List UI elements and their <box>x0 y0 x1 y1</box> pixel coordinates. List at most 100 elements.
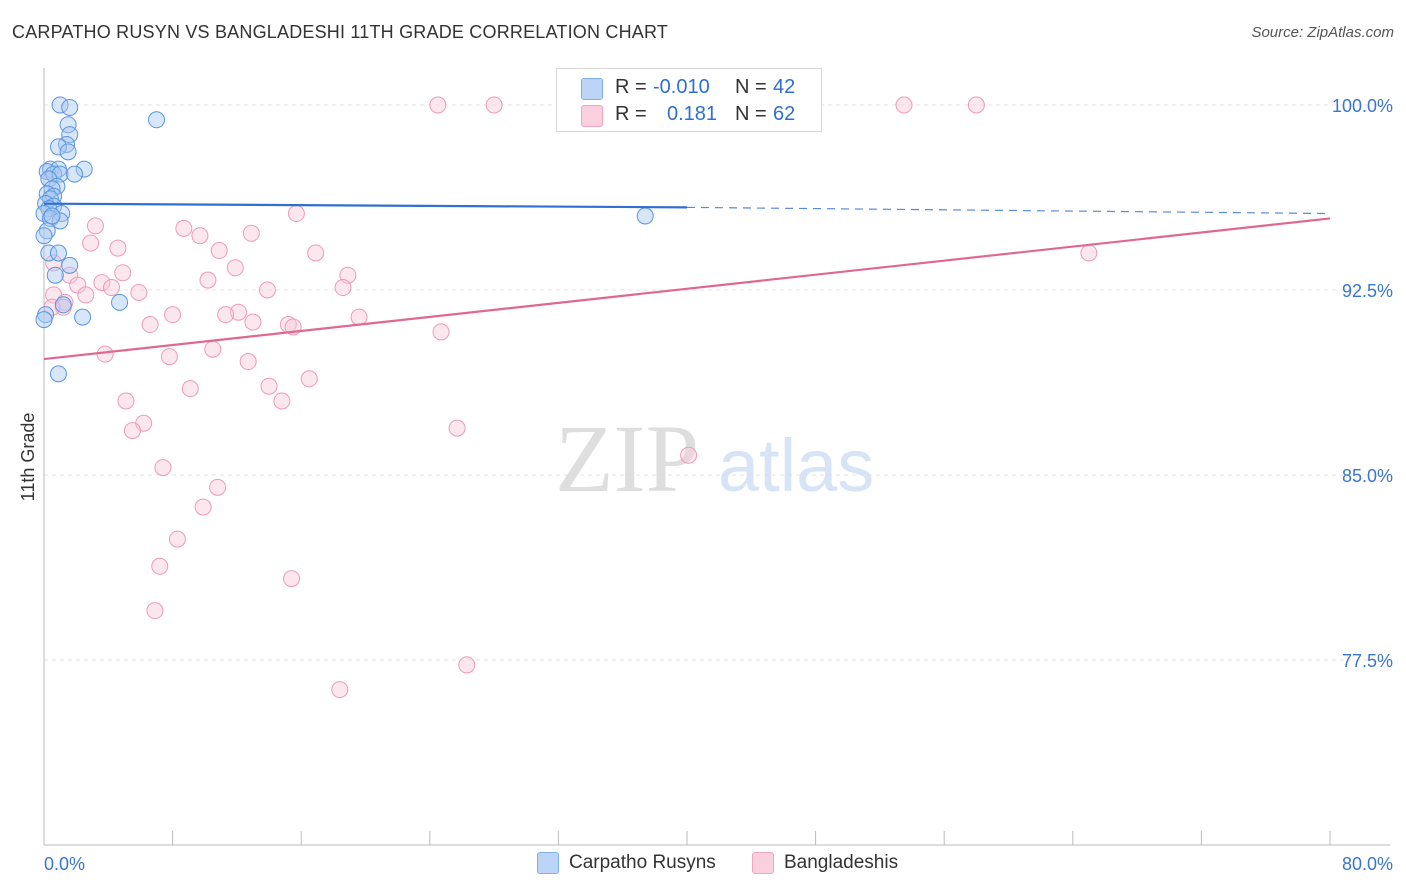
bangladeshi-point <box>168 530 186 548</box>
bangladeshi-point <box>93 274 111 292</box>
bangladeshi-point <box>109 239 127 257</box>
bangladeshi-point <box>191 227 209 245</box>
carpatho-point <box>40 244 58 262</box>
bangladeshi-point <box>103 279 121 297</box>
legend-r-label: R = <box>615 76 647 98</box>
carpatho-trend-extension <box>686 206 1331 215</box>
bangladeshi-point <box>217 306 235 324</box>
legend-n-label: N = <box>735 76 767 98</box>
bangladeshi-trend-line <box>43 217 1331 361</box>
bangladeshi-point <box>287 205 305 223</box>
bangladeshi-point <box>82 234 100 252</box>
bangladeshi-point <box>230 303 248 321</box>
carpatho-point <box>61 256 79 274</box>
bangladeshi-point <box>141 316 159 334</box>
legend-r-label: R = <box>615 103 647 125</box>
carpatho-point <box>46 266 64 284</box>
bangladeshi-point <box>429 96 447 114</box>
bangladeshi-point <box>96 345 114 363</box>
bangladeshi-point <box>680 446 698 464</box>
bangladeshi-point <box>204 340 222 358</box>
stats-legend: R = -0.010 N = 42 R = 0.181 N = 62 <box>556 68 822 132</box>
carpatho-point <box>75 160 93 178</box>
legend-r-value: 0.181 <box>667 103 718 125</box>
bangladeshi-point <box>258 281 276 299</box>
bangladeshi-point <box>146 602 164 620</box>
bottom-legend-swatch-pink <box>752 852 774 874</box>
watermark-atlas: atlas <box>718 424 874 507</box>
carpatho-point <box>51 96 69 114</box>
bottom-legend-label: Carpatho Rusyns <box>569 852 716 873</box>
x-tick-label-max: 80.0% <box>1342 854 1393 874</box>
carpatho-point <box>111 293 129 311</box>
carpatho-point <box>636 207 654 225</box>
carpatho-point <box>51 212 69 230</box>
carpatho-point <box>49 365 67 383</box>
bangladeshi-point <box>307 244 325 262</box>
source-label: Source: ZipAtlas.com <box>1251 24 1394 41</box>
bangladeshi-point <box>123 422 141 440</box>
bottom-legend-label: Bangladeshis <box>784 852 899 873</box>
carpatho-point <box>35 311 53 329</box>
carpatho-point <box>61 98 79 116</box>
bangladeshi-point <box>432 323 450 341</box>
x-tick-label-min: 0.0% <box>44 854 85 874</box>
bangladeshi-point <box>458 656 476 674</box>
chart-title: CARPATHO RUSYN VS BANGLADESHI 11TH GRADE… <box>12 22 669 42</box>
axes: 77.5% 85.0% 92.5% 100.0% <box>43 68 1393 846</box>
bangladeshi-point <box>300 370 318 388</box>
bangladeshi-point <box>1080 244 1098 262</box>
bangladeshi-point <box>86 217 104 235</box>
y-tick-label: 77.5% <box>1342 651 1393 671</box>
bangladeshi-point <box>485 96 503 114</box>
bangladeshi-point <box>164 306 182 324</box>
carpatho-point <box>59 143 77 161</box>
legend-n-label: N = <box>735 103 767 125</box>
bangladeshi-point <box>273 392 291 410</box>
bangladeshi-point <box>350 308 368 326</box>
bangladeshi-point <box>117 392 135 410</box>
carpatho-point <box>74 308 92 326</box>
bangladeshi-point <box>199 271 217 289</box>
bottom-legend-swatch-blue <box>537 852 559 874</box>
grid <box>44 104 1390 661</box>
bangladeshi-point <box>244 313 262 331</box>
points <box>35 96 1098 699</box>
carpatho-trend-line <box>43 202 688 209</box>
bangladeshi-point <box>239 353 257 371</box>
bangladeshi-point <box>967 96 985 114</box>
bangladeshi-point <box>448 419 466 437</box>
bangladeshi-point <box>175 219 193 237</box>
y-axis-label: 11th Grade <box>18 413 38 502</box>
bangladeshi-point <box>160 348 178 366</box>
bangladeshi-point <box>283 570 301 588</box>
bangladeshi-point <box>209 478 227 496</box>
bangladeshi-point <box>77 286 95 304</box>
bangladeshi-point <box>210 242 228 260</box>
trend-lines <box>43 202 1331 361</box>
carpatho-point <box>49 244 67 262</box>
carpatho-point <box>61 126 79 144</box>
bangladeshi-point <box>194 498 212 516</box>
bangladeshi-point <box>242 224 260 242</box>
carpatho-point <box>66 165 84 183</box>
carpatho-point <box>148 111 166 129</box>
legend-r-value: -0.010 <box>653 76 710 98</box>
bangladeshi-point <box>130 283 148 301</box>
bangladeshi-point <box>181 380 199 398</box>
bangladeshi-point <box>151 557 169 575</box>
bangladeshi-point <box>331 681 349 699</box>
watermark-zip: ZIP <box>555 405 699 512</box>
bangladeshi-point <box>895 96 913 114</box>
carpatho-point <box>49 138 67 156</box>
legend-swatch-blue <box>581 78 603 100</box>
carpatho-point <box>54 296 72 314</box>
carpatho-point <box>43 207 61 225</box>
bangladeshi-point <box>114 264 132 282</box>
bangladeshi-point <box>260 377 278 395</box>
bangladeshi-point <box>334 279 352 297</box>
legend-row-carpatho: R = -0.010 N = 42 <box>557 74 821 102</box>
legend-n-value: 62 <box>773 103 796 125</box>
legend-row-bangladeshi: R = 0.181 N = 62 <box>557 101 821 129</box>
